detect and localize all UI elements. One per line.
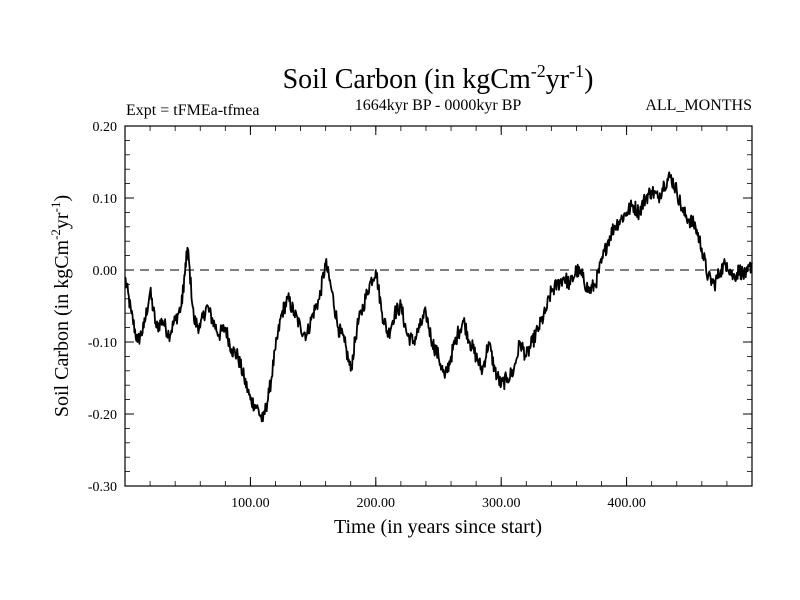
- y-tick-label: -0.10: [88, 336, 117, 351]
- plot-frame: [124, 125, 753, 487]
- y-tick-label: 0.00: [93, 264, 118, 279]
- y-tick-label: -0.20: [88, 408, 117, 423]
- x-tick-label: 400.00: [607, 496, 646, 511]
- chart-title: Soil Carbon (in kgCm-2yr-1): [283, 61, 594, 95]
- x-tick-label: 200.00: [357, 496, 396, 511]
- y-tick-label: -0.30: [88, 480, 117, 495]
- y-axis: 0.20 0.10 0.00 -0.10 -0.20 -0.30: [88, 120, 752, 495]
- months-label: ALL_MONTHS: [645, 97, 752, 114]
- x-tick-label: 100.00: [231, 496, 270, 511]
- y-tick-label: 0.10: [93, 192, 118, 207]
- time-range-label: 1664kyr BP - 0000kyr BP: [355, 97, 522, 114]
- y-tick-label: 0.20: [93, 120, 118, 135]
- soil-carbon-series-line: [124, 171, 753, 423]
- experiment-label: Expt = tFMEa-tfmea: [126, 102, 259, 119]
- y-axis-label: Soil Carbon (in kgCm-2yr-1): [48, 195, 73, 417]
- x-tick-label: 300.00: [482, 496, 521, 511]
- x-axis-label: Time (in years since start): [334, 516, 542, 538]
- x-axis: 100.00 200.00 300.00 400.00: [149, 126, 728, 511]
